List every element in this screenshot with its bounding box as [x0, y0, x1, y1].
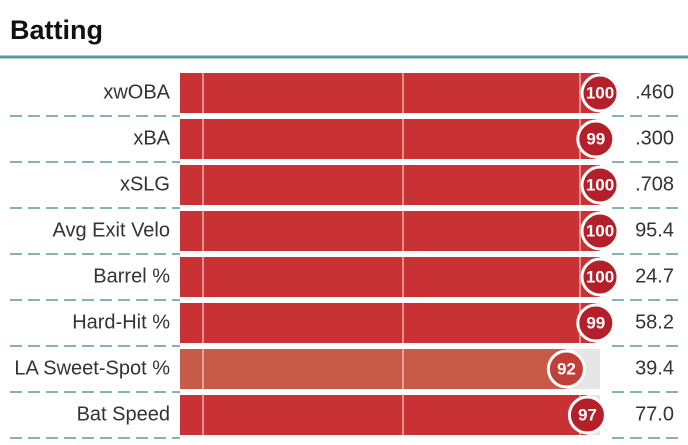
row-label: xwOBA — [103, 81, 170, 103]
percentile-label: 97 — [578, 405, 597, 424]
bar — [180, 73, 600, 113]
percentile-label: 100 — [586, 221, 614, 240]
row-label: xSLG — [120, 173, 170, 195]
stat-value: 58.2 — [635, 311, 674, 333]
bar — [180, 349, 567, 389]
row-label: xBA — [133, 127, 170, 149]
stat-value: 77.0 — [635, 403, 674, 425]
percentile-label: 100 — [586, 175, 614, 194]
percentile-circle — [567, 395, 607, 435]
percentile-label: 99 — [586, 313, 605, 332]
percentile-circle — [580, 165, 620, 205]
row-label: LA Sweet-Spot % — [14, 357, 170, 379]
bar — [180, 395, 588, 435]
bar — [180, 211, 600, 251]
percentile-label: 100 — [586, 267, 614, 286]
percentile-label: 92 — [557, 359, 576, 378]
bar — [180, 119, 596, 159]
stat-value: 39.4 — [635, 357, 674, 379]
percentile-circle — [576, 119, 616, 159]
chart-title: Batting — [10, 15, 103, 45]
percentile-circle — [580, 211, 620, 251]
percentile-circle — [546, 349, 586, 389]
stat-value: .300 — [635, 127, 674, 149]
row-label: Hard-Hit % — [72, 311, 170, 333]
bar — [180, 165, 600, 205]
stat-value: .708 — [635, 173, 674, 195]
row-label: Barrel % — [93, 265, 170, 287]
stat-value: .460 — [635, 81, 674, 103]
row-label: Bat Speed — [77, 403, 170, 425]
row-label: Avg Exit Velo — [53, 219, 170, 241]
percentile-label: 99 — [586, 129, 605, 148]
percentile-circle — [576, 303, 616, 343]
stat-value: 95.4 — [635, 219, 674, 241]
stat-value: 24.7 — [635, 265, 674, 287]
percentile-circle — [580, 257, 620, 297]
bar — [180, 257, 600, 297]
percentile-circle — [580, 73, 620, 113]
bar — [180, 303, 596, 343]
percentile-label: 100 — [586, 83, 614, 102]
